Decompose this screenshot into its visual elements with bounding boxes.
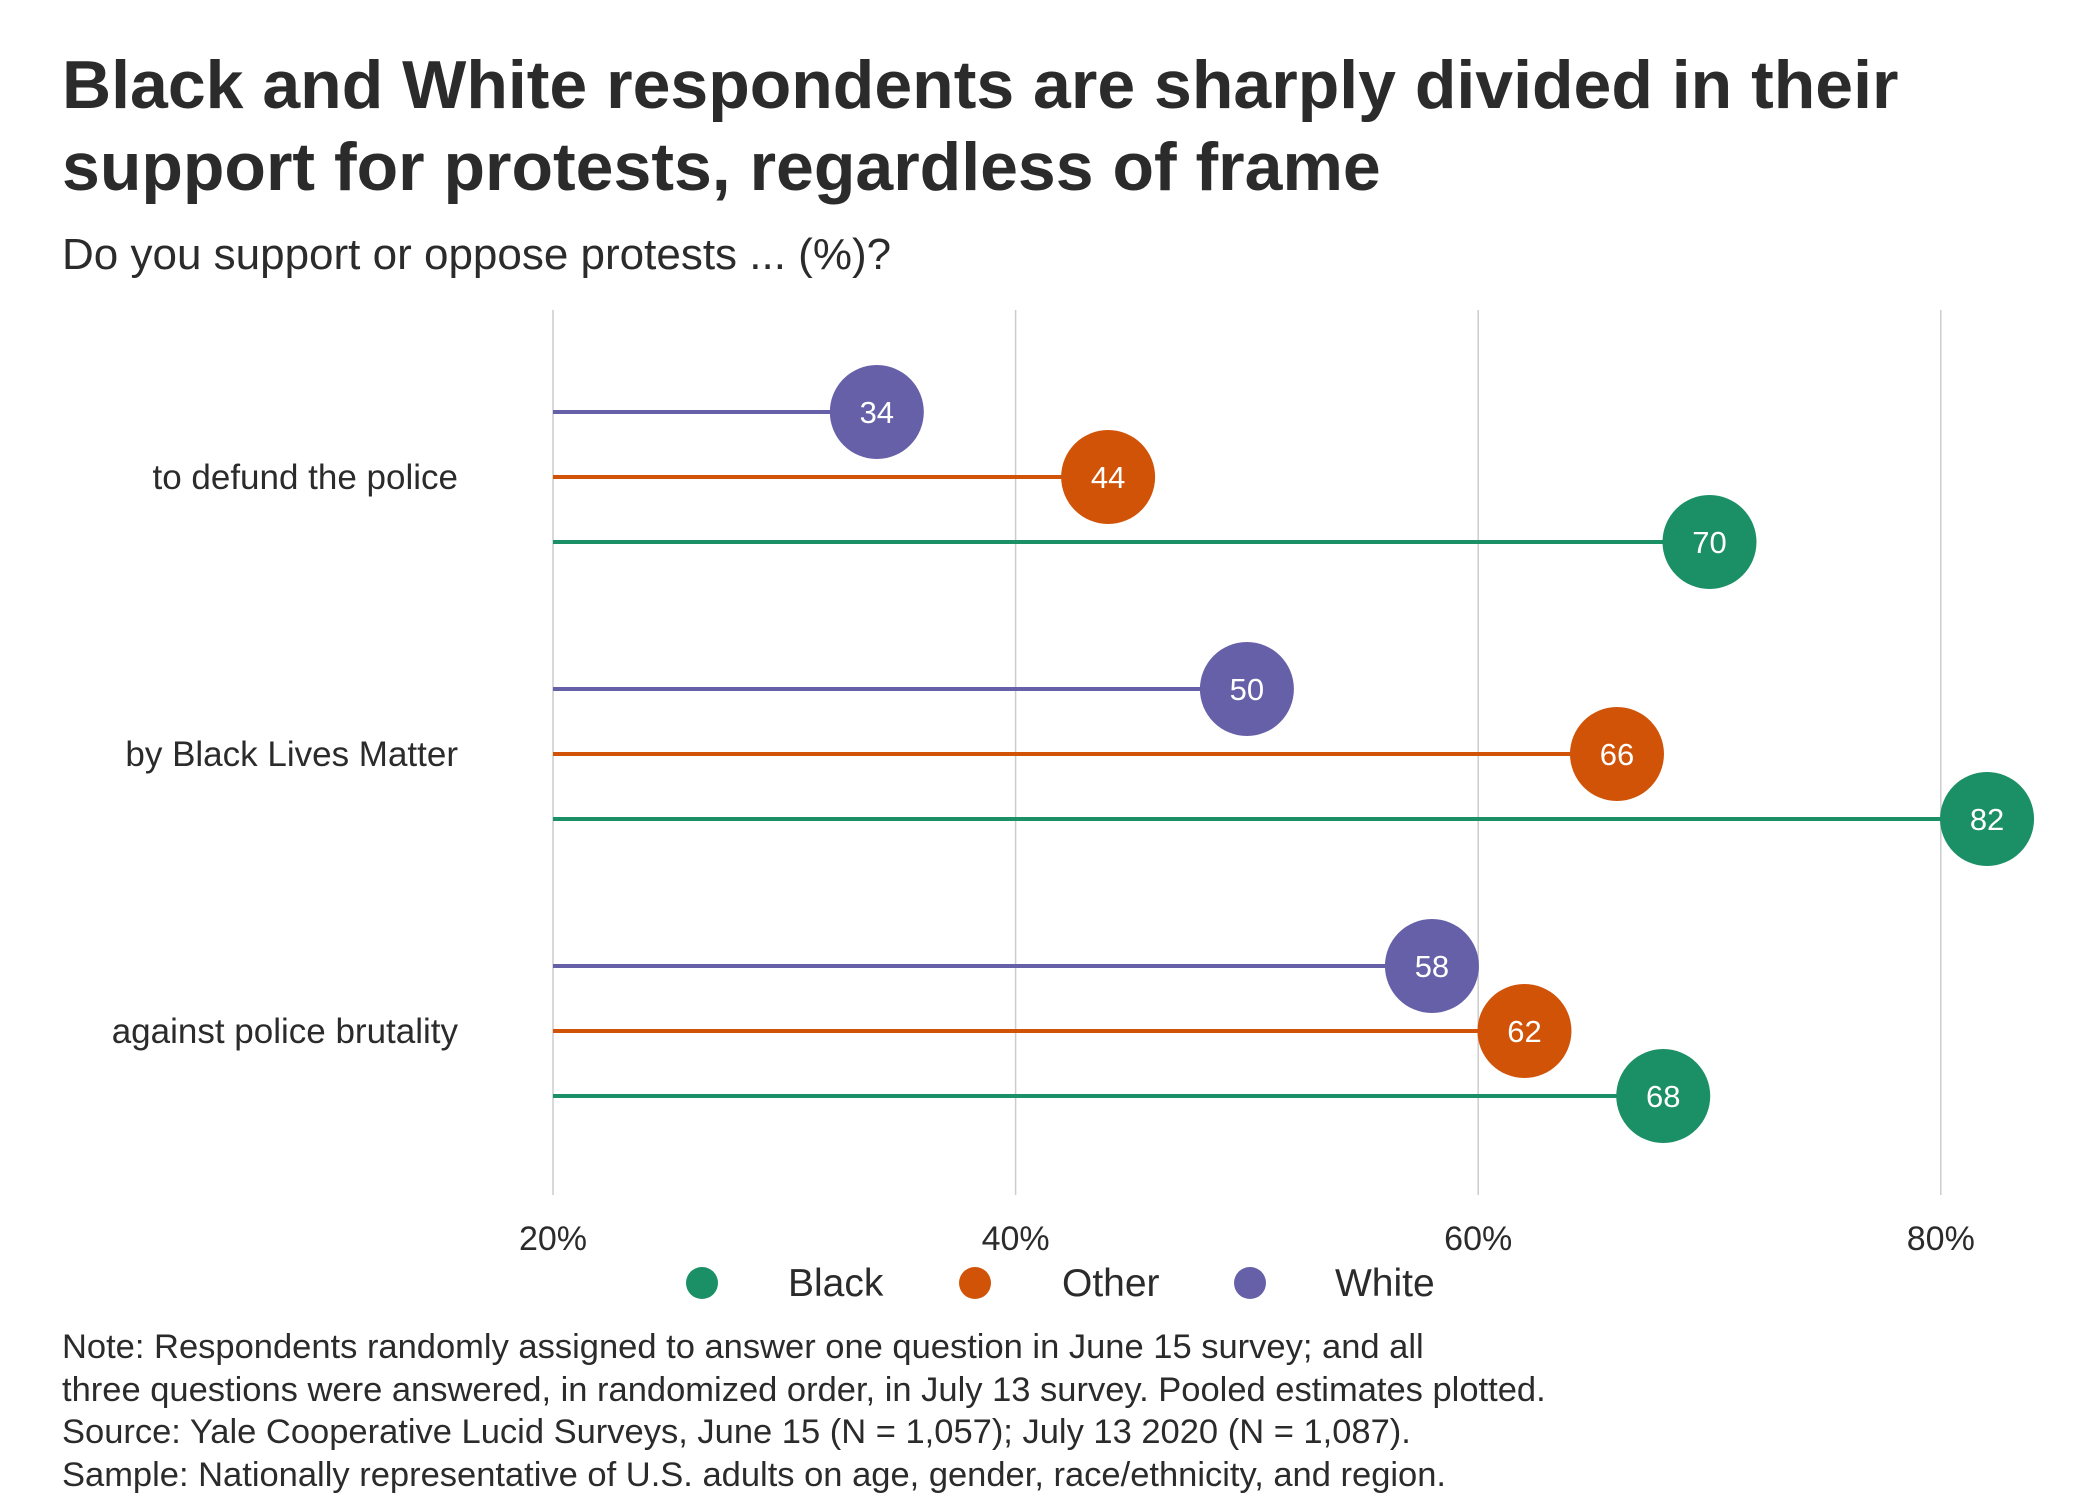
caption: Note: Respondents randomly assigned to a… <box>62 1326 2062 1496</box>
caption-sample: Sample: Nationally representative of U.S… <box>62 1455 1447 1494</box>
chart-title: Black and White respondents are sharply … <box>62 47 1899 205</box>
black-value-label: 82 <box>1970 802 2004 837</box>
x-tick-label: 80% <box>1907 1220 1975 1258</box>
white-point <box>829 365 924 459</box>
caption-source: Source: Yale Cooperative Lucid Surveys, … <box>62 1413 1411 1451</box>
other-value-label: 66 <box>1600 737 1634 772</box>
legend-black-label: Black <box>788 1262 884 1305</box>
black-point <box>1662 495 1757 589</box>
caption-note-continued: three questions were answered, in random… <box>62 1370 1546 1409</box>
black-value-label: 70 <box>1692 525 1726 560</box>
white-point <box>1384 919 1479 1013</box>
caption-note: Note: Respondents randomly assigned to a… <box>62 1328 1424 1366</box>
x-axis-ticks: 20% 40% 60% 80% <box>519 1220 1975 1258</box>
category-labels: to defund the police by Black Lives Matte… <box>112 458 459 1051</box>
category-label: by Black Lives Matter <box>125 735 458 774</box>
white-value-label: 58 <box>1415 949 1449 984</box>
white-value-label: 34 <box>860 395 894 430</box>
legend-other-label: Other <box>1062 1262 1160 1305</box>
legend-other-swatch <box>959 1267 991 1299</box>
lollipop-chart: to defund the police by Black Lives Matte… <box>112 310 2035 1305</box>
white-value-label: 50 <box>1230 672 1264 707</box>
legend: Black Other White <box>686 1262 1435 1305</box>
other-point <box>1061 430 1156 524</box>
other-point <box>1477 984 1572 1078</box>
chart-subtitle: Do you support or oppose protests ... (%… <box>62 230 892 279</box>
other-value-label: 44 <box>1091 460 1125 495</box>
legend-white-swatch <box>1234 1267 1266 1299</box>
x-tick-label: 20% <box>519 1220 587 1258</box>
legend-white-label: White <box>1335 1262 1435 1305</box>
x-tick-label: 60% <box>1444 1220 1512 1258</box>
category-label: to defund the police <box>152 458 458 497</box>
category-label: against police brutality <box>112 1012 459 1051</box>
black-value-label: 68 <box>1646 1079 1680 1114</box>
white-point <box>1199 642 1294 736</box>
data-marks: 34 50 58 44 66 62 70 82 68 <box>553 365 2035 1143</box>
other-point <box>1569 707 1664 801</box>
black-point <box>1616 1049 1711 1143</box>
other-value-label: 62 <box>1507 1014 1541 1049</box>
black-point <box>1940 772 2035 866</box>
x-tick-label: 40% <box>982 1220 1050 1258</box>
legend-black-swatch <box>686 1267 718 1299</box>
